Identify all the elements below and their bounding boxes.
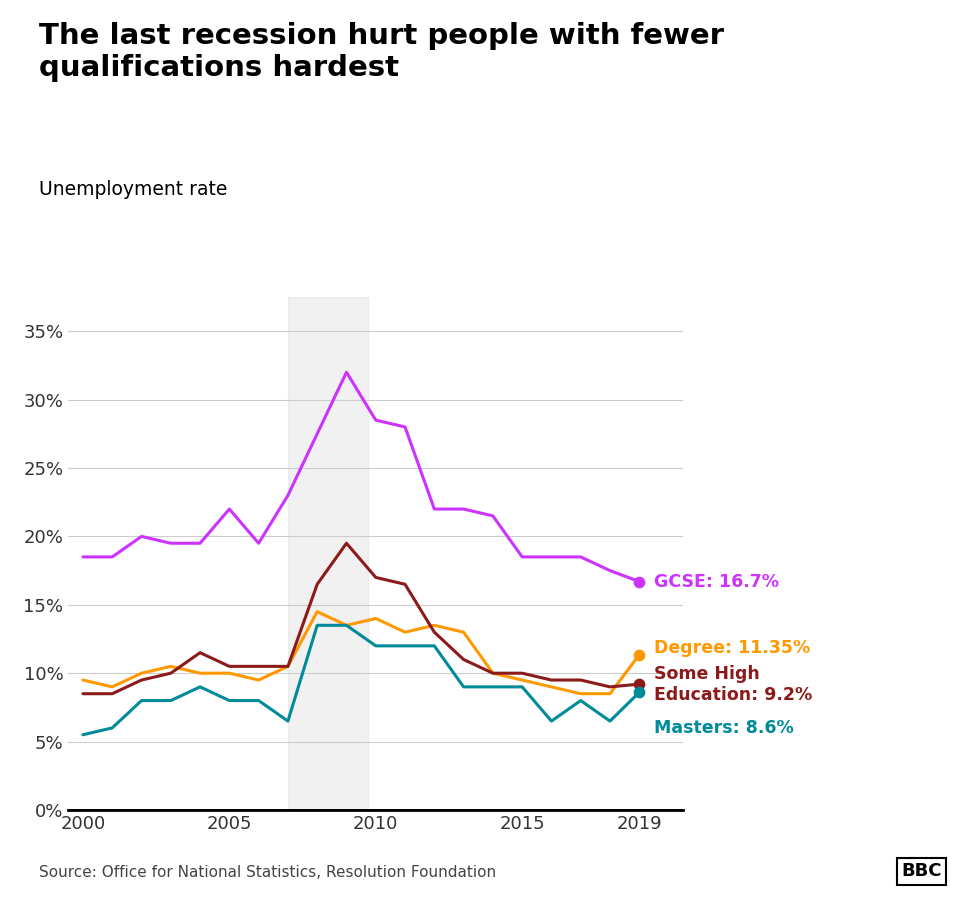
Text: Source: Office for National Statistics, Resolution Foundation: Source: Office for National Statistics, … xyxy=(39,865,496,880)
Point xyxy=(631,574,647,589)
Text: Degree: 11.35%: Degree: 11.35% xyxy=(654,639,810,657)
Point xyxy=(631,647,647,662)
Text: Unemployment rate: Unemployment rate xyxy=(39,180,227,199)
Text: The last recession hurt people with fewer
qualifications hardest: The last recession hurt people with fewe… xyxy=(39,22,724,82)
Point xyxy=(631,685,647,699)
Point xyxy=(631,677,647,691)
Text: GCSE: 16.7%: GCSE: 16.7% xyxy=(654,572,779,590)
Text: Masters: 8.6%: Masters: 8.6% xyxy=(654,719,793,737)
Text: BBC: BBC xyxy=(902,862,942,880)
Text: Some High
Education: 9.2%: Some High Education: 9.2% xyxy=(654,665,812,704)
Bar xyxy=(288,297,368,810)
